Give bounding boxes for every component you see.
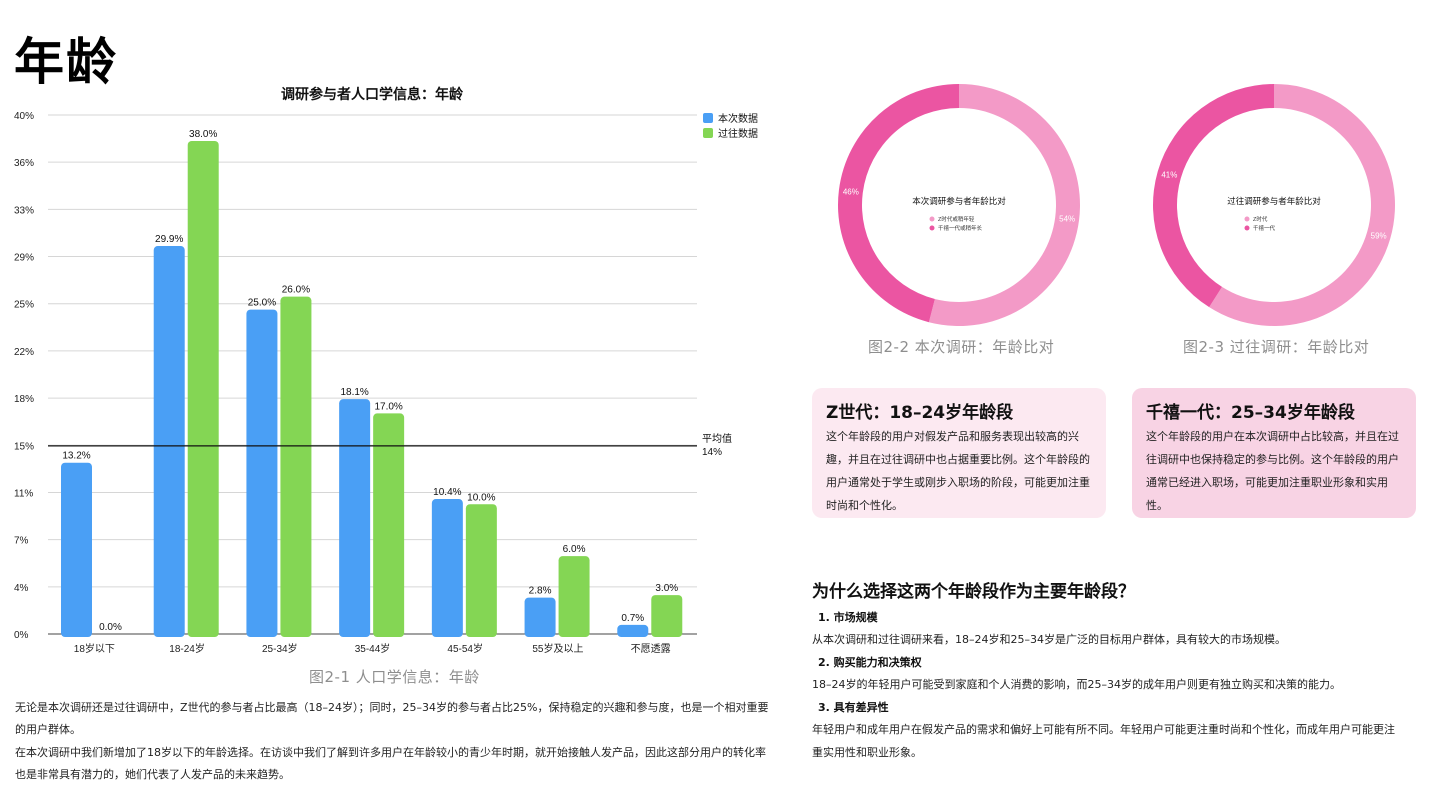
y-tick-label: 18% — [14, 394, 34, 405]
reason-differences: 3. 具有差异性 年轻用户和成年用户在假发产品的需求和偏好上可能有所不同。年轻用… — [812, 698, 1402, 764]
average-value-label: 14% — [702, 447, 722, 458]
legend-swatch — [703, 113, 713, 123]
bar-value-label: 10.4% — [433, 487, 461, 498]
reason-purchasing-power: 2. 购买能力和决策权 18–24岁的年轻用户可能受到家庭和个人消费的影响，而2… — [812, 653, 1402, 696]
average-label: 平均值 — [702, 432, 732, 445]
bar-value-label: 38.0% — [189, 129, 217, 140]
y-tick-label: 7% — [14, 536, 29, 547]
donut-title: 过往调研参与者年龄比对 — [1227, 196, 1321, 206]
figure-1-caption: 图2-1 人口学信息：年龄 — [309, 668, 480, 686]
donut-legend-label: 千禧一代或稍年长 — [938, 224, 983, 232]
donut-slice — [928, 84, 1080, 327]
donut-legend-label: Z时代 — [1253, 215, 1268, 223]
x-tick-label: 45-54岁 — [447, 642, 483, 655]
slice-value-label: 59% — [1371, 231, 1387, 240]
chart-title: 调研参与者人口学信息：年龄 — [281, 86, 464, 102]
bar — [246, 309, 278, 637]
millennial-card: 千禧一代：25–34岁年龄段 这个年龄段的用户在本次调研中占比较高，并且在过往调… — [1132, 388, 1416, 518]
why-section-title: 为什么选择这两个年龄段作为主要年龄段？ — [812, 582, 1135, 602]
bar — [465, 504, 497, 637]
bar-value-label: 25.0% — [248, 298, 276, 309]
bar-value-label: 26.0% — [282, 285, 310, 296]
x-tick-label: 35-44岁 — [355, 642, 391, 655]
legend-dot — [1244, 225, 1250, 231]
millennial-card-title: 千禧一代：25–34岁年龄段 — [1146, 403, 1355, 423]
donut-title: 本次调研参与者年龄比对 — [912, 196, 1006, 206]
y-tick-label: 4% — [14, 583, 29, 594]
legend-dot — [929, 216, 935, 222]
bar — [187, 140, 219, 637]
slice-value-label: 46% — [843, 187, 859, 196]
x-tick-label: 55岁及以上 — [532, 642, 583, 655]
bar-value-label: 17.0% — [374, 401, 402, 412]
bar — [617, 624, 649, 637]
y-tick-label: 22% — [14, 347, 34, 358]
legend-dot — [1244, 216, 1250, 222]
bar-value-label: 6.0% — [563, 544, 586, 555]
donut-legend-label: Z时代或稍年轻 — [938, 215, 975, 223]
bar — [153, 246, 185, 638]
y-tick-label: 29% — [14, 253, 34, 264]
y-tick-label: 0% — [14, 630, 29, 641]
y-tick-label: 15% — [14, 441, 34, 452]
legend-label: 过往数据 — [718, 127, 758, 140]
donut-slice — [1153, 84, 1274, 308]
reason-text: 18–24岁的年轻用户可能受到家庭和个人消费的影响，而25–34岁的成年用户则更… — [812, 678, 1341, 691]
bar — [431, 499, 463, 637]
y-tick-label: 11% — [14, 488, 33, 499]
legend-swatch — [703, 128, 713, 138]
reason-market-size: 1. 市场规模 从本次调研和过往调研来看，18–24岁和25–34岁是广泛的目标… — [812, 608, 1402, 651]
bar-value-label: 2.8% — [529, 586, 552, 597]
bar-value-label: 3.0% — [655, 583, 678, 594]
figure-3-caption: 图2-3 过往调研：年龄比对 — [1183, 338, 1370, 356]
gen-z-card: Z世代：18–24岁年龄段 这个年龄段的用户对假发产品和服务表现出较高的兴趣，并… — [812, 388, 1106, 518]
why-reasons-list: 1. 市场规模 从本次调研和过往调研来看，18–24岁和25–34岁是广泛的目标… — [812, 608, 1402, 766]
bar — [373, 413, 405, 637]
bar-value-label: 29.9% — [155, 234, 183, 245]
bar — [61, 462, 92, 637]
legend-dot — [929, 225, 935, 231]
reason-heading: 2. 购买能力和决策权 — [818, 656, 922, 669]
donut-slice — [1209, 84, 1395, 326]
y-tick-label: 36% — [14, 158, 34, 169]
reason-text: 年轻用户和成年用户在假发产品的需求和偏好上可能有所不同。年轻用户可能更注重时尚和… — [812, 723, 1395, 759]
slice-value-label: 54% — [1059, 215, 1075, 224]
x-tick-label: 18岁以下 — [74, 642, 115, 655]
bar-value-label: 18.1% — [340, 387, 368, 398]
gen-z-card-title: Z世代：18–24岁年龄段 — [826, 403, 1014, 423]
millennial-card-text: 这个年龄段的用户在本次调研中占比较高，并且在过往调研中也保持稳定的参与比例。这个… — [1146, 430, 1399, 512]
bar-value-label: 13.2% — [62, 451, 90, 462]
y-tick-label: 25% — [14, 300, 34, 311]
bar — [651, 595, 683, 637]
reason-text: 从本次调研和过往调研来看，18–24岁和25–34岁是广泛的目标用户群体，具有较… — [812, 633, 1286, 646]
x-tick-label: 18-24岁 — [169, 642, 205, 655]
bar-value-label: 0.7% — [621, 613, 644, 624]
y-tick-label: 33% — [14, 205, 34, 216]
bar — [339, 399, 371, 637]
analysis-paragraph-2: 在本次调研中我们新增加了18岁以下的年龄选择。在访谈中我们了解到许多用户在年龄较… — [15, 746, 766, 781]
donut-legend-label: 千禧一代 — [1253, 224, 1276, 232]
bar-value-label: 0.0% — [99, 622, 122, 633]
bar — [280, 296, 312, 637]
bar-value-label: 10.0% — [467, 492, 495, 503]
bar — [524, 597, 556, 637]
y-tick-label: 40% — [14, 111, 34, 122]
analysis-paragraph-1: 无论是本次调研还是过往调研中，Z世代的参与者占比最高（18–24岁）；同时，25… — [15, 701, 769, 736]
donut-slice — [838, 84, 959, 323]
reason-heading: 3. 具有差异性 — [818, 701, 889, 714]
x-tick-label: 不愿透露 — [631, 643, 671, 655]
age-bar-chart: 调研参与者人口学信息：年龄 0% 4% 7% 11% 15% 18% 22% 25% 29% 33%… — [14, 86, 758, 655]
x-tick-label: 25-34岁 — [262, 642, 298, 655]
legend-label: 本次数据 — [718, 112, 758, 125]
gen-z-card-text: 这个年龄段的用户对假发产品和服务表现出较高的兴趣，并且在过往调研中也占据重要比例… — [826, 430, 1090, 512]
bar — [558, 556, 590, 637]
figure-2-caption: 图2-2 本次调研：年龄比对 — [868, 338, 1055, 356]
reason-heading: 1. 市场规模 — [818, 611, 878, 624]
page-title: 年龄 — [14, 33, 118, 91]
slice-value-label: 41% — [1161, 171, 1177, 180]
